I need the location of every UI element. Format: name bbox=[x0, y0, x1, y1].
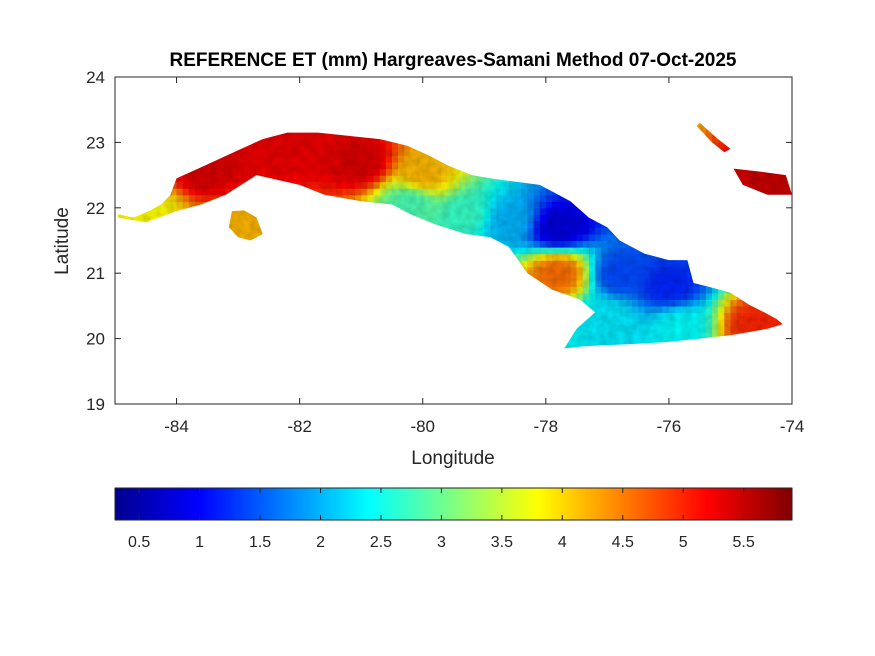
colorbar-tick-label: 3 bbox=[437, 534, 446, 551]
x-tick-label: -80 bbox=[410, 417, 435, 436]
x-tick-label: -74 bbox=[780, 417, 805, 436]
colorbar-tick-label: 4 bbox=[558, 534, 567, 551]
x-axis: -84 -82 -80 -78 -76 -74 bbox=[164, 77, 804, 436]
x-tick-label: -78 bbox=[534, 417, 559, 436]
y-tick-label: 20 bbox=[86, 330, 105, 349]
colorbar-tick-label: 0.5 bbox=[128, 534, 150, 551]
colorbar bbox=[114, 487, 793, 521]
colorbar-tick-label: 2 bbox=[316, 534, 325, 551]
y-tick-label: 22 bbox=[86, 199, 105, 218]
x-tick-label: -82 bbox=[287, 417, 312, 436]
plot-area bbox=[115, 77, 792, 404]
axes-box bbox=[114, 76, 793, 405]
y-axis-label: Latitude bbox=[52, 207, 73, 275]
colorbar-tick-label: 5.5 bbox=[733, 534, 755, 551]
colorbar-tick-label: 3.5 bbox=[491, 534, 513, 551]
y-tick-label: 21 bbox=[86, 264, 105, 283]
y-tick-label: 24 bbox=[86, 68, 105, 87]
x-tick-label: -76 bbox=[657, 417, 682, 436]
colorbar-tick-label: 2.5 bbox=[370, 534, 392, 551]
y-tick-label: 19 bbox=[86, 395, 105, 414]
colorbar-ticks: 0.5 1 1.5 2 2.5 3 3.5 4 4.5 5 5.5 bbox=[128, 488, 755, 551]
y-tick-label: 23 bbox=[86, 133, 105, 152]
colorbar-tick-label: 4.5 bbox=[612, 534, 634, 551]
x-tick-label: -84 bbox=[164, 417, 189, 436]
chart-title: REFERENCE ET (mm) Hargreaves-Samani Meth… bbox=[170, 50, 737, 71]
y-axis: 19 20 21 22 23 24 bbox=[86, 68, 792, 414]
colorbar-tick-label: 1 bbox=[195, 534, 204, 551]
x-axis-label: Longitude bbox=[411, 448, 494, 469]
colorbar-tick-label: 1.5 bbox=[249, 534, 271, 551]
colorbar-tick-label: 5 bbox=[679, 534, 688, 551]
